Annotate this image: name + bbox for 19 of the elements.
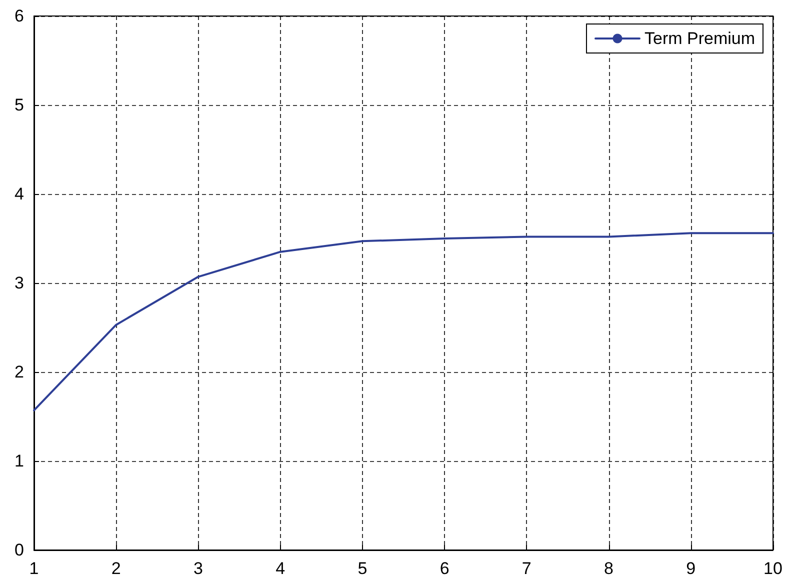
line-series <box>33 232 774 412</box>
x-tick-label: 1 <box>29 559 39 578</box>
y-tick-label: 6 <box>14 6 24 26</box>
x-tick-label: 3 <box>193 559 203 578</box>
x-tick-label: 4 <box>276 559 286 578</box>
x-tick-label: 5 <box>358 559 368 578</box>
y-tick-label: 2 <box>14 362 24 382</box>
y-tick-label: 5 <box>14 96 24 114</box>
x-tick-label: 9 <box>686 559 696 578</box>
y-tick-label: 1 <box>14 452 24 470</box>
y-tick-label: 3 <box>14 274 24 292</box>
x-tick-label: 10 <box>764 559 782 578</box>
x-tick-label: 7 <box>522 559 532 578</box>
x-tick-label: 8 <box>604 559 614 578</box>
x-tick-label: 2 <box>111 559 121 578</box>
y-tick-label: 0 <box>14 540 24 560</box>
legend-label: Term Premium <box>644 29 756 48</box>
y-tick-label: 4 <box>14 184 24 204</box>
x-tick-label: 6 <box>440 559 450 578</box>
